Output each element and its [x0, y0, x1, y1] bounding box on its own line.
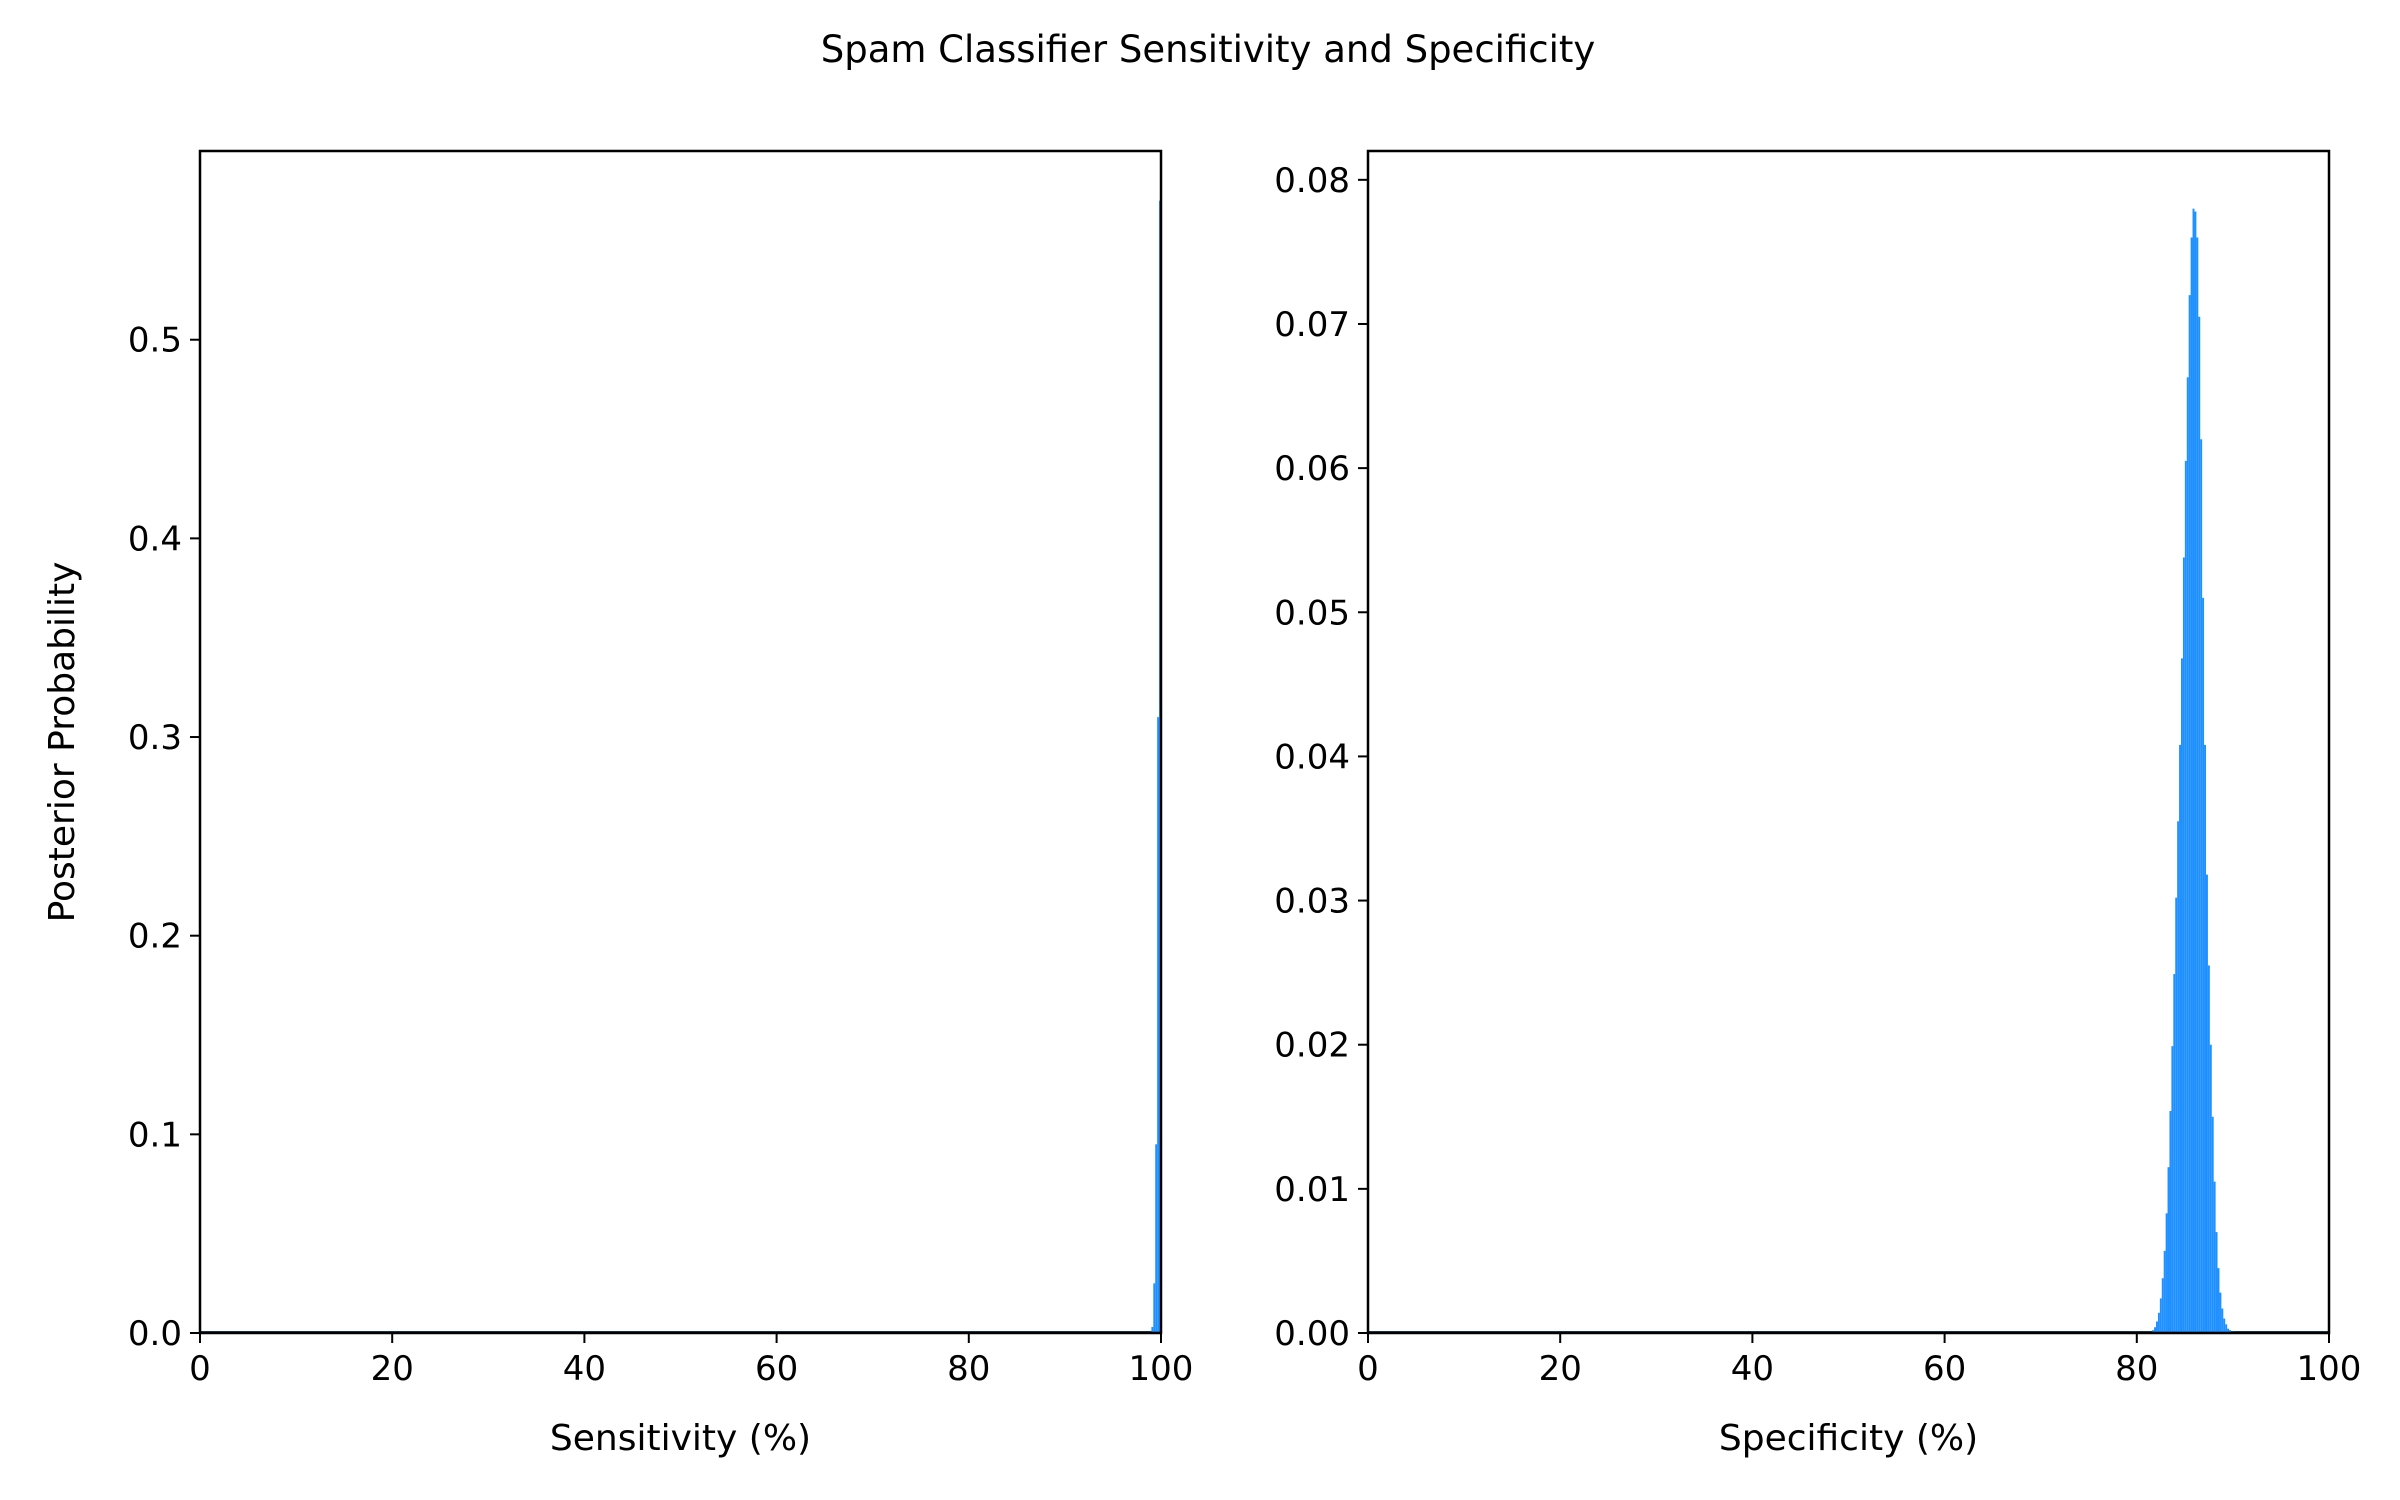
histogram-bar — [2157, 1312, 2160, 1333]
histogram-bar — [1151, 1327, 1154, 1333]
histogram-bar — [1155, 1144, 1158, 1333]
y-tick-label: 0.2 — [128, 917, 182, 957]
histogram-bar — [1153, 1283, 1156, 1333]
y-tick-label: 0.1 — [128, 1115, 182, 1155]
histogram-bar — [2207, 965, 2210, 1333]
histogram-bar — [2215, 1232, 2218, 1333]
histogram-bar — [2205, 874, 2208, 1333]
histogram-bar — [2223, 1318, 2226, 1333]
histogram-bar — [2182, 557, 2185, 1333]
x-axis-label: Specificity (%) — [1719, 1418, 1978, 1459]
histogram-bar — [2179, 744, 2182, 1333]
y-axis-label: Posterior Probability — [42, 562, 83, 923]
x-tick-label: 100 — [1129, 1349, 1194, 1389]
histogram-bar — [2161, 1278, 2164, 1333]
histogram-bar — [2202, 597, 2205, 1333]
histogram-bar — [2194, 211, 2197, 1333]
histogram-bar — [2159, 1298, 2162, 1333]
x-tick-label: 0 — [1357, 1349, 1379, 1389]
histogram-bar — [2200, 439, 2203, 1333]
x-tick-label: 20 — [1539, 1349, 1582, 1389]
y-tick-label: 0.06 — [1274, 449, 1350, 489]
histogram-bar — [2184, 460, 2187, 1333]
histogram-bar — [1157, 717, 1160, 1333]
histogram-bar — [2217, 1268, 2220, 1333]
histogram-bar — [2154, 1327, 2157, 1333]
histogram-bar — [2225, 1324, 2228, 1333]
x-tick-label: 100 — [2297, 1349, 2362, 1389]
histogram-bar — [2173, 974, 2176, 1333]
histogram-bar — [2181, 658, 2183, 1333]
histogram-bar — [2175, 897, 2178, 1333]
histogram-bar — [2204, 744, 2206, 1333]
figure-title: Spam Classifier Sensitivity and Specific… — [821, 28, 1596, 71]
histogram-bar — [2171, 1046, 2174, 1333]
y-tick-label: 0.5 — [128, 321, 182, 361]
y-tick-label: 0.3 — [128, 718, 182, 758]
x-tick-label: 20 — [371, 1349, 414, 1389]
x-tick-label: 80 — [947, 1349, 990, 1389]
histogram-bar — [2227, 1328, 2230, 1333]
y-tick-label: 0.0 — [128, 1314, 182, 1354]
y-tick-label: 0.05 — [1274, 593, 1350, 633]
histogram-bar — [2167, 1167, 2170, 1333]
histogram-bar — [2221, 1308, 2224, 1333]
y-tick-label: 0.02 — [1274, 1026, 1350, 1066]
histogram-bar — [2198, 316, 2201, 1333]
histogram-bar — [2165, 1213, 2168, 1333]
x-tick-label: 40 — [563, 1349, 606, 1389]
y-tick-label: 0.07 — [1274, 305, 1350, 345]
histogram-bar — [2177, 821, 2180, 1333]
histogram-bar — [2169, 1111, 2172, 1333]
histogram-bar — [2190, 237, 2193, 1334]
histogram-bar — [2156, 1321, 2158, 1333]
x-tick-label: 60 — [1923, 1349, 1966, 1389]
x-tick-label: 0 — [189, 1349, 211, 1389]
y-tick-label: 0.4 — [128, 519, 182, 559]
y-tick-label: 0.03 — [1274, 882, 1350, 922]
axes-frame — [198, 149, 1163, 1335]
histogram-bar — [2209, 1044, 2212, 1333]
histogram-bar — [2186, 377, 2189, 1333]
histogram-bar — [2213, 1181, 2216, 1333]
x-tick-label: 60 — [755, 1349, 798, 1389]
axes-frame — [1366, 149, 2331, 1335]
histogram-bar — [2229, 1330, 2231, 1333]
sensitivity-histogram: 0 20 40 60 80 100 0.0 0.1 0.2 0.3 0.4 0.5 Sensitivit… — [42, 149, 1194, 1459]
histogram-bar — [2188, 295, 2191, 1333]
y-tick-label: 0.01 — [1274, 1170, 1350, 1210]
histogram-bar — [2192, 208, 2195, 1333]
histogram-bar — [2152, 1330, 2155, 1333]
y-tick-label: 0.08 — [1274, 161, 1350, 201]
x-axis-label: Sensitivity (%) — [550, 1418, 811, 1459]
histogram-bar — [2196, 237, 2199, 1334]
x-tick-label: 40 — [1731, 1349, 1774, 1389]
x-tick-label: 80 — [2115, 1349, 2158, 1389]
y-tick-label: 0.04 — [1274, 737, 1350, 777]
histogram-bar — [2163, 1250, 2166, 1333]
y-tick-label: 0.00 — [1274, 1314, 1350, 1354]
histogram-bar — [2211, 1116, 2214, 1333]
histogram-bar — [2219, 1292, 2222, 1333]
specificity-histogram: 0 20 40 60 80 100 0.00 0.01 0.02 0.03 0.04 0.05 0.06… — [1274, 149, 2362, 1459]
